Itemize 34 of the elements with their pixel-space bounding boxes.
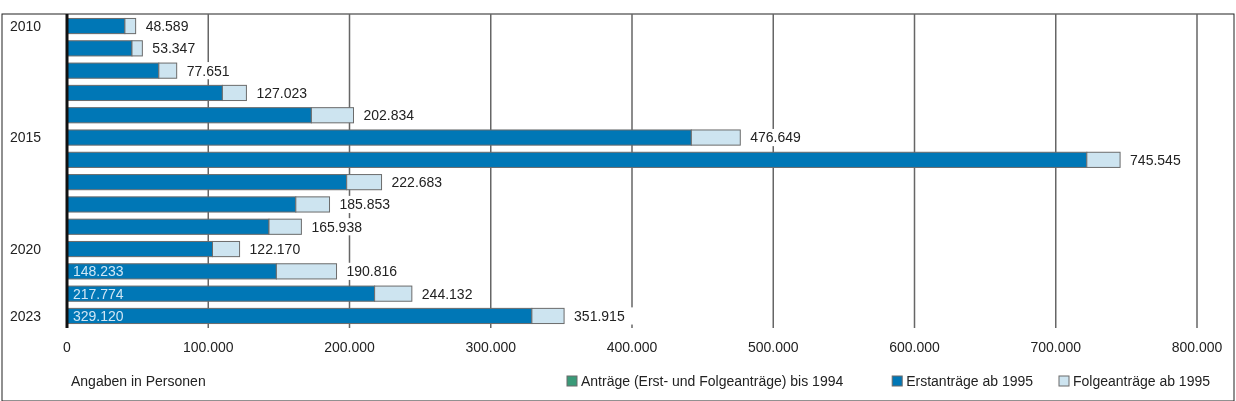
- x-tick-label: 0: [63, 339, 72, 355]
- y-tick-label: 2020: [10, 240, 42, 257]
- x-tick-label: 300.000: [465, 339, 517, 355]
- total-label: 745.545: [1130, 151, 1181, 168]
- x-tick-label: 800.000: [1171, 339, 1223, 355]
- total-label: 53.347: [152, 40, 196, 57]
- total-label: 185.853: [339, 196, 391, 213]
- total-label: 190.816: [346, 263, 398, 280]
- x-tick-label: 600.000: [889, 339, 941, 355]
- x-tick-label: 100.000: [182, 339, 234, 355]
- data-label: 217.774: [73, 285, 124, 302]
- x-tick-label: 500.000: [747, 339, 799, 355]
- data-label: 148.233: [73, 263, 124, 280]
- total-label: 476.649: [750, 129, 802, 146]
- data-label: 329.120: [73, 307, 124, 324]
- total-label: 77.651: [186, 62, 230, 79]
- total-label: 165.938: [311, 218, 363, 235]
- total-label: 244.132: [421, 285, 473, 302]
- total-label: 48.589: [145, 17, 189, 34]
- legend-label: Folgeanträge ab 1995: [1073, 373, 1211, 389]
- y-tick-label: 2015: [10, 129, 42, 146]
- x-tick-label: 200.000: [324, 339, 376, 355]
- total-label: 122.170: [249, 240, 301, 257]
- y-tick-label: 2023: [10, 307, 42, 324]
- total-label: 202.834: [363, 107, 415, 124]
- y-tick-label: 2010: [10, 17, 42, 34]
- x-tick-label: 400.000: [606, 339, 658, 355]
- text: Angaben in Personen: [71, 373, 206, 389]
- legend-label: Anträge (Erst- und Folgeanträge) bis 1994: [581, 373, 844, 389]
- total-label: 222.683: [391, 174, 443, 191]
- legend-label: Erstanträge ab 1995: [906, 373, 1034, 389]
- total-label: 351.915: [574, 307, 625, 324]
- total-label: 127.023: [256, 84, 308, 101]
- x-tick-label: 700.000: [1030, 339, 1082, 355]
